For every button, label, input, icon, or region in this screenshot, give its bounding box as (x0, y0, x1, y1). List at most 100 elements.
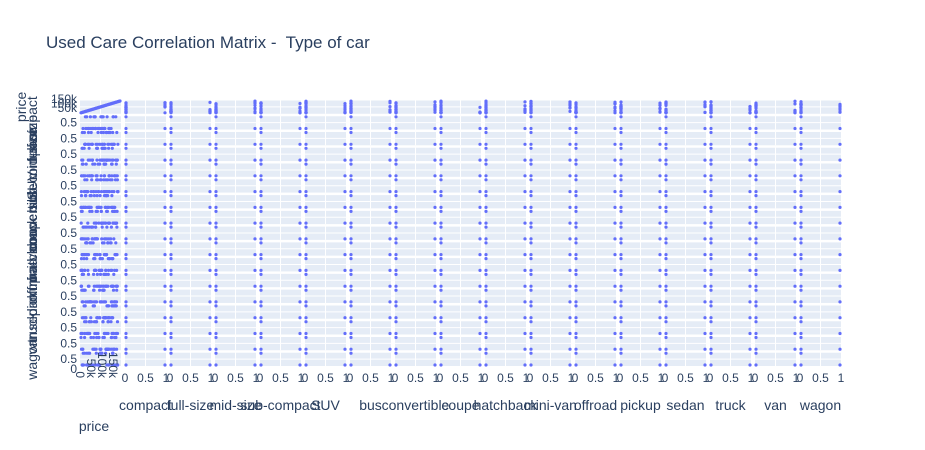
data-point (79, 174, 84, 178)
data-point (95, 158, 99, 162)
data-point (523, 190, 527, 194)
data-point (574, 351, 578, 355)
data-point (529, 130, 533, 135)
data-point (574, 111, 578, 115)
data-point (799, 363, 803, 367)
data-point (169, 109, 173, 113)
data-point (529, 194, 533, 198)
data-point (799, 130, 803, 135)
data-point (343, 190, 347, 194)
data-point (709, 142, 713, 146)
data-point (394, 106, 398, 111)
data-point (98, 288, 102, 292)
data-point (664, 109, 668, 114)
x-tick-label: 0 (212, 371, 219, 385)
data-point (388, 268, 392, 272)
data-point (107, 257, 112, 261)
data-point (478, 205, 482, 209)
data-point (80, 272, 84, 276)
y-axis-label: truck (24, 311, 40, 342)
x-axis-label: mid-size (209, 397, 261, 413)
data-point (664, 241, 668, 245)
data-point (574, 300, 578, 304)
data-point (754, 209, 758, 213)
data-point (484, 272, 488, 276)
data-point (394, 115, 398, 119)
data-point (709, 253, 713, 257)
data-point (394, 288, 398, 292)
data-point (619, 100, 623, 104)
data-point (343, 158, 347, 162)
data-point (574, 347, 578, 351)
data-point (433, 110, 437, 114)
data-point (93, 115, 97, 119)
y-axis-label: pickup (24, 276, 40, 317)
data-point (80, 253, 84, 257)
data-point (84, 126, 88, 131)
x-tick-label: 1 (748, 371, 755, 385)
data-point (523, 205, 527, 209)
data-point (124, 316, 128, 320)
data-point (253, 126, 257, 131)
data-point (94, 284, 98, 288)
data-point (253, 363, 257, 367)
data-point (214, 126, 218, 131)
data-point (79, 335, 83, 340)
data-point (619, 347, 623, 351)
data-point (343, 142, 347, 146)
data-point (484, 347, 488, 351)
data-point (664, 142, 668, 146)
data-point (94, 347, 98, 351)
data-point (439, 241, 443, 245)
data-point (105, 225, 109, 229)
data-point (748, 205, 752, 209)
data-point (523, 174, 527, 178)
data-point (799, 162, 803, 166)
data-point (433, 284, 437, 288)
data-point (439, 205, 443, 209)
data-point (259, 237, 263, 241)
data-point (799, 178, 803, 182)
data-point (613, 284, 617, 288)
data-point (709, 100, 713, 104)
data-point (574, 241, 578, 245)
data-point (103, 205, 107, 209)
data-point (169, 221, 173, 225)
data-point (439, 115, 443, 119)
data-point (754, 221, 758, 225)
data-point (439, 347, 443, 351)
data-point (163, 111, 167, 115)
data-point (523, 253, 527, 257)
data-point (658, 101, 662, 105)
data-point (748, 107, 752, 111)
data-point (111, 115, 115, 119)
data-point (113, 209, 117, 213)
data-point (124, 205, 128, 209)
data-point (253, 300, 257, 304)
data-point (208, 221, 212, 225)
data-point (169, 268, 173, 272)
data-point (754, 190, 758, 194)
data-point (112, 142, 116, 146)
data-point (664, 237, 668, 241)
data-point (394, 205, 398, 209)
data-point (349, 288, 353, 292)
data-point (349, 363, 353, 367)
data-point (349, 221, 353, 225)
data-point (259, 225, 263, 229)
data-point (304, 268, 308, 272)
data-point (253, 237, 257, 241)
data-point (304, 209, 308, 213)
data-point (568, 268, 572, 272)
data-point (304, 272, 308, 276)
x-tick-label: 1 (433, 371, 440, 385)
data-point (439, 209, 443, 213)
data-point (529, 241, 533, 245)
data-point (754, 272, 758, 276)
x-tick-label: 0.5 (677, 371, 694, 385)
data-point (388, 253, 392, 257)
data-point (619, 320, 623, 324)
data-point (349, 351, 353, 355)
data-point (82, 174, 86, 178)
